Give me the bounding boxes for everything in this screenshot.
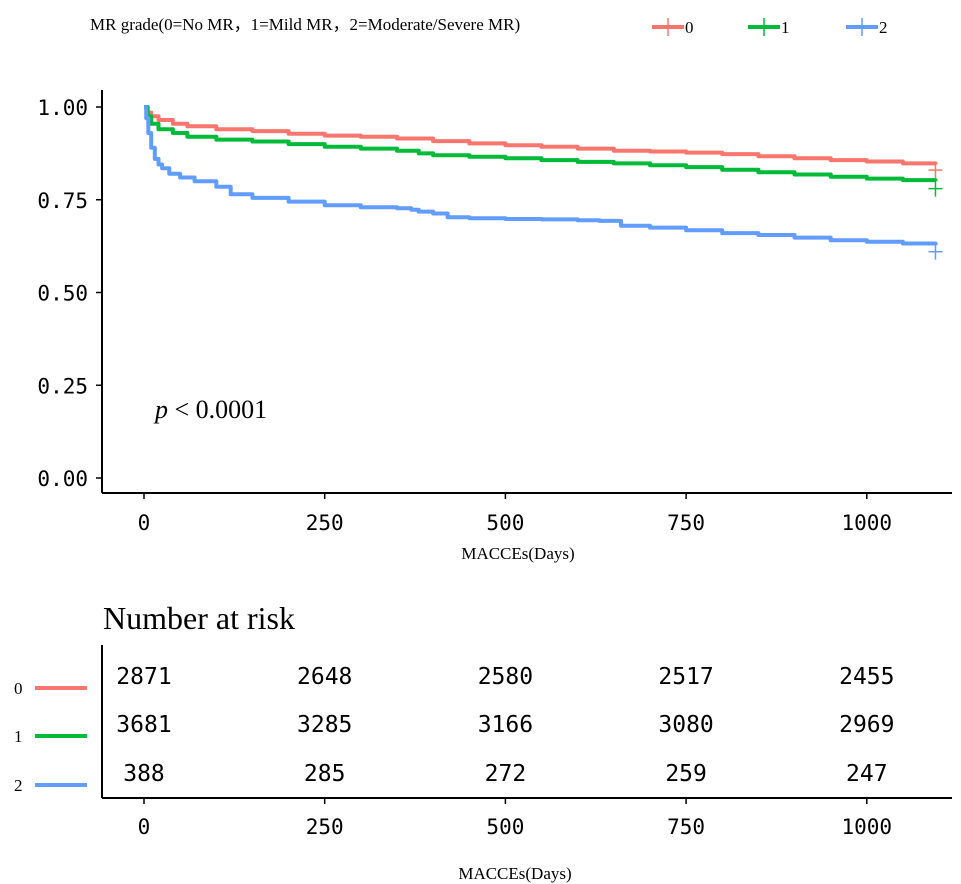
risk-row-label: 0 [14,679,23,698]
risk-count: 3166 [478,712,533,738]
x-tick-label: 250 [306,511,344,535]
survival-curve-0 [144,105,938,166]
survival-curve-1 [144,105,938,183]
risk-count: 3285 [297,712,352,738]
risk-table: Number at risk 0 2871 2648 2580 2517 2455 1 368… [14,600,952,883]
y-tick-label: 0.25 [37,374,88,398]
table-x-tick-label: 1000 [842,815,893,839]
legend-item-0: 0 [652,18,694,37]
x-tick-label: 750 [667,511,705,535]
risk-row-1: 1 3681 3285 3166 3080 2969 [14,712,894,746]
table-x-tick-label: 0 [138,815,151,839]
risk-row-2: 2 388 285 272 259 247 [14,761,888,795]
table-x-tick-label: 500 [486,815,524,839]
risk-row-label: 2 [14,776,23,795]
table-x-tick-label: 750 [667,815,705,839]
x-tick-label: 1000 [842,511,893,535]
legend-title: MR grade(0=No MR，1=Mild MR，2=Moderate/Se… [90,15,520,34]
legend-item-1: 1 [748,18,790,37]
risk-count: 388 [123,761,165,787]
risk-count: 2580 [478,664,533,690]
risk-count: 2648 [297,664,352,690]
risk-table-title: Number at risk [103,600,295,636]
y-tick-label: 0.00 [37,467,88,491]
risk-count: 259 [665,761,707,787]
survival-curve-2 [144,105,938,246]
legend-label-1: 1 [781,18,790,37]
risk-count: 272 [485,761,527,787]
survival-plot: 0.00 0.25 0.50 0.75 1.00 0 250 500 750 1000 p < … [37,90,952,563]
risk-count: 3080 [658,712,713,738]
risk-count: 247 [846,761,888,787]
risk-count: 2969 [839,712,894,738]
y-tick-label: 1.00 [37,96,88,120]
x-axis-label: MACCEs(Days) [461,544,574,563]
risk-count: 2517 [658,664,713,690]
x-tick-label: 500 [486,511,524,535]
x-tick-label: 0 [138,511,151,535]
censor-mark-0 [928,162,943,179]
p-value-annotation: p < 0.0001 [153,395,267,424]
risk-count: 2455 [839,664,894,690]
censor-mark-2 [928,243,943,260]
risk-row-0: 0 2871 2648 2580 2517 2455 [14,664,894,698]
y-tick-label: 0.50 [37,282,88,306]
legend: MR grade(0=No MR，1=Mild MR，2=Moderate/Se… [90,15,888,37]
table-x-axis-label: MACCEs(Days) [458,864,571,883]
censor-mark-1 [928,180,943,197]
legend-label-2: 2 [879,18,888,37]
table-x-tick-label: 250 [306,815,344,839]
legend-label-0: 0 [685,18,694,37]
y-tick-label: 0.75 [37,189,88,213]
risk-row-label: 1 [14,727,23,746]
legend-item-2: 2 [846,18,888,37]
risk-count: 2871 [116,664,171,690]
risk-count: 3681 [116,712,171,738]
risk-count: 285 [304,761,346,787]
